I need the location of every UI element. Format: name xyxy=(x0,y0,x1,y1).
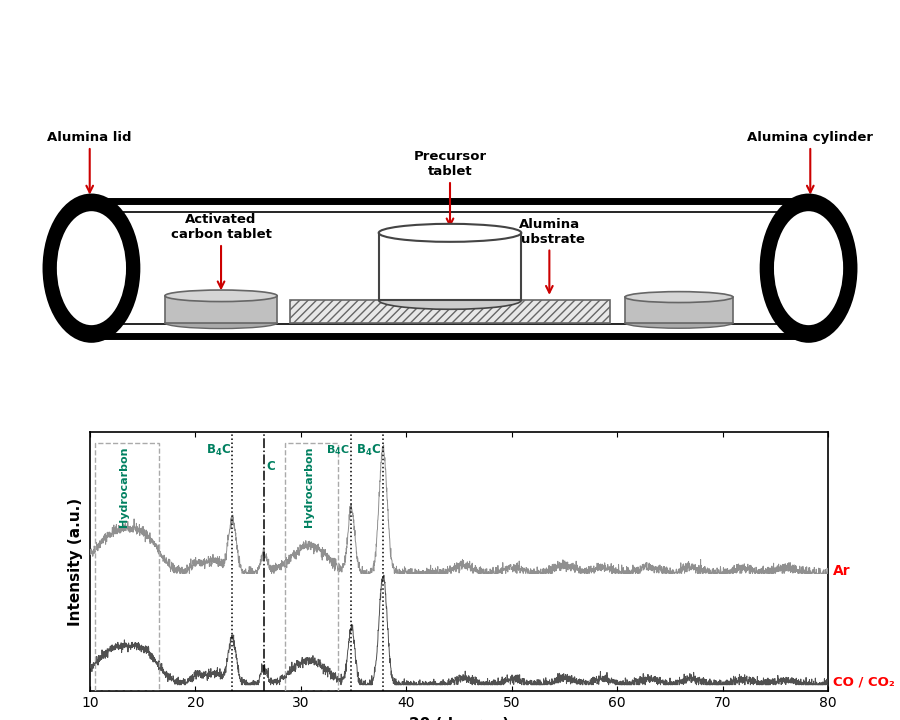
Polygon shape xyxy=(379,233,521,300)
Ellipse shape xyxy=(761,195,856,341)
Ellipse shape xyxy=(625,292,733,302)
Text: Alumina cylinder: Alumina cylinder xyxy=(747,131,873,144)
Ellipse shape xyxy=(165,317,277,328)
Text: Alumina lid: Alumina lid xyxy=(48,131,132,144)
Polygon shape xyxy=(290,300,610,323)
Ellipse shape xyxy=(165,290,277,302)
Text: $\mathbf{B_4C}$: $\mathbf{B_4C}$ xyxy=(206,443,230,458)
Text: CO / CO₂: CO / CO₂ xyxy=(833,675,895,689)
Text: Ar: Ar xyxy=(833,564,850,577)
Text: $\mathbf{C}$: $\mathbf{C}$ xyxy=(266,460,276,473)
Text: Hydrocarbon: Hydrocarbon xyxy=(304,447,314,528)
Ellipse shape xyxy=(56,210,127,326)
Polygon shape xyxy=(92,212,808,324)
Bar xyxy=(285,443,338,691)
Polygon shape xyxy=(625,297,733,323)
Polygon shape xyxy=(165,296,277,323)
Ellipse shape xyxy=(773,210,844,326)
Text: $\mathbf{B_4C}$: $\mathbf{B_4C}$ xyxy=(356,443,382,458)
Ellipse shape xyxy=(44,195,139,341)
Text: $\mathbf{B_4C}$: $\mathbf{B_4C}$ xyxy=(326,443,350,456)
Text: Activated
carbon tablet: Activated carbon tablet xyxy=(171,213,272,241)
Ellipse shape xyxy=(625,318,733,328)
Y-axis label: Intensity (a.u.): Intensity (a.u.) xyxy=(68,498,83,626)
Text: Alumina
substrate: Alumina substrate xyxy=(513,217,585,246)
Bar xyxy=(95,443,158,691)
Ellipse shape xyxy=(379,292,521,310)
Text: Hydrocarbon: Hydrocarbon xyxy=(119,447,129,528)
Ellipse shape xyxy=(379,224,521,242)
Text: Precursor
tablet: Precursor tablet xyxy=(413,150,487,179)
X-axis label: 2θ (degree): 2θ (degree) xyxy=(409,717,509,720)
